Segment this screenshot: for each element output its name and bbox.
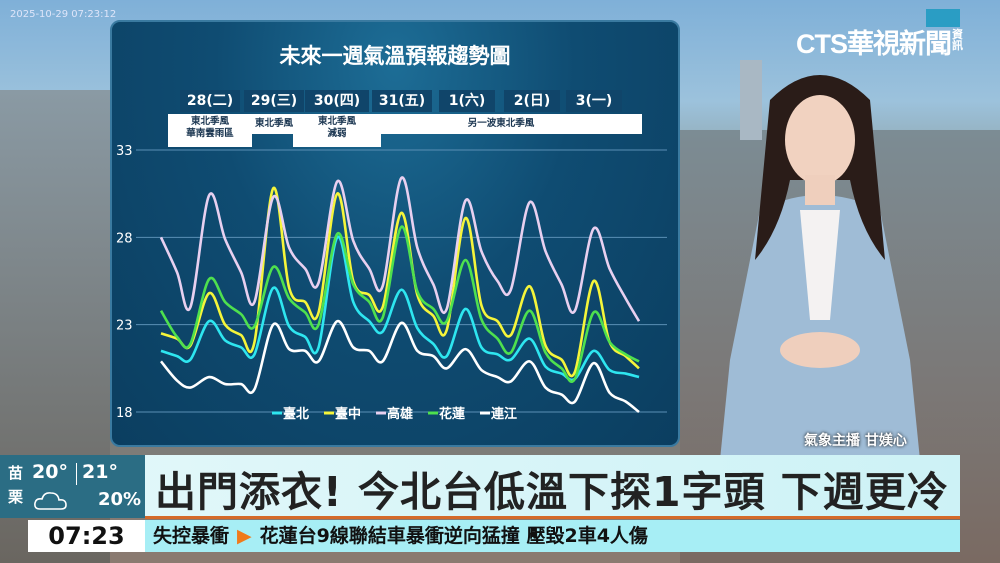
background-tower xyxy=(740,60,762,140)
day-label: 28(二) xyxy=(180,90,240,112)
forecast-chart-panel: 未來一週氣溫預報趨勢圖 28(二) 29(三) 30(四) 31(五) 1(六) 2(日)… xyxy=(110,20,680,447)
headline-bar xyxy=(0,455,960,518)
timestamp: 2025-10-29 07:23:12 xyxy=(10,9,117,20)
day-label: 1(六) xyxy=(439,90,495,112)
legend-label: 花蓮 xyxy=(439,406,465,422)
day-label: 30(四) xyxy=(305,90,369,112)
legend-label: 臺北 xyxy=(283,406,309,422)
temperature-line-chart: 18 23 28 33 臺北 臺中 高雄 花蓮 連江 xyxy=(116,144,667,422)
news-ticker: 失控暴衝 ▶ 花蓮台9線聯結車暴衝逆向猛撞 壓毀2車4人傷 xyxy=(145,520,960,552)
weather-city: 苗栗 xyxy=(8,464,24,506)
y-tick-label: 33 xyxy=(116,144,133,159)
ticker-tag: 失控暴衝 xyxy=(153,525,230,547)
legend-label: 高雄 xyxy=(387,406,413,422)
day-label: 31(五) xyxy=(372,90,432,112)
series-line-花蓮 xyxy=(159,225,640,384)
legend-label: 臺中 xyxy=(335,406,361,422)
weather-low: 20° xyxy=(32,461,68,483)
play-arrow-icon: ▶ xyxy=(237,525,252,547)
cloud-icon xyxy=(34,492,67,510)
day-label: 2(日) xyxy=(504,90,560,112)
weather-note: 另一波東北季風 xyxy=(360,114,642,134)
day-label: 29(三) xyxy=(244,90,304,112)
clock: 07:23 xyxy=(28,520,145,552)
anchor-name: 氣象主播 甘媄心 xyxy=(804,433,907,449)
anchor-person xyxy=(720,75,920,460)
y-tick-label: 23 xyxy=(116,319,133,334)
rain-probability: 20% xyxy=(98,489,142,510)
y-tick-label: 28 xyxy=(116,231,133,246)
divider xyxy=(145,516,960,519)
y-tick-label: 18 xyxy=(116,406,133,421)
headline: 出門添衣! 今北台低溫下探1字頭 下週更冷 xyxy=(155,468,949,516)
chart-title: 未來一週氣溫預報趨勢圖 xyxy=(279,44,511,68)
legend-label: 連江 xyxy=(491,406,517,422)
weather-box: 苗栗 20° 21° 20% xyxy=(0,455,145,518)
series-line-臺北 xyxy=(160,235,640,382)
ticker-text: 花蓮台9線聯結車暴衝逆向猛撞 壓毀2車4人傷 xyxy=(259,525,648,547)
weather-high: 21° xyxy=(82,461,118,483)
day-label: 3(一) xyxy=(566,90,622,112)
series-line-高雄 xyxy=(159,176,641,322)
series-line-臺中 xyxy=(160,186,640,378)
series-line-連江 xyxy=(159,319,640,414)
channel-logo: CTS華視新聞 資訊 xyxy=(796,9,963,61)
